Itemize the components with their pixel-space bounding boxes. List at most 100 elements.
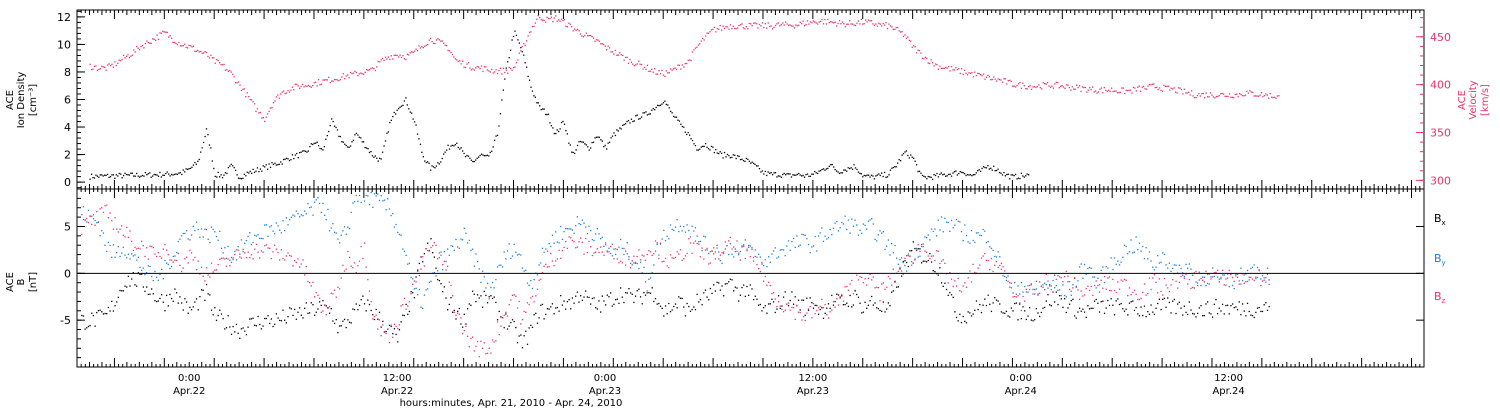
data-point (194, 256, 196, 259)
data-point (832, 301, 835, 303)
data-point (686, 302, 688, 305)
data-point (606, 251, 608, 253)
data-point (227, 258, 229, 260)
data-point (315, 311, 317, 313)
data-point (1093, 276, 1096, 278)
data-point (1165, 264, 1167, 266)
data-point (1249, 90, 1251, 92)
data-point (94, 219, 96, 222)
data-point (636, 290, 638, 292)
data-point (167, 254, 169, 256)
data-point (659, 104, 662, 106)
data-point (922, 260, 924, 262)
data-point (131, 240, 133, 243)
data-point (1010, 174, 1012, 176)
data-point (779, 25, 781, 27)
data-point (989, 268, 991, 271)
data-point (459, 60, 461, 62)
data-point (1183, 275, 1185, 278)
data-point (1063, 275, 1066, 278)
data-point (614, 248, 617, 250)
data-point (1177, 303, 1179, 305)
data-point (377, 60, 379, 63)
data-point (656, 242, 658, 244)
data-point (576, 216, 579, 218)
data-point (184, 43, 186, 45)
data-point (384, 56, 387, 58)
data-point (378, 311, 381, 313)
data-point (157, 279, 159, 281)
data-point (962, 172, 964, 174)
data-point (591, 141, 593, 144)
data-point (939, 173, 941, 175)
data-point (507, 61, 509, 63)
data-point (686, 62, 688, 65)
data-point (127, 275, 130, 278)
data-point (288, 91, 291, 93)
data-point (463, 66, 465, 68)
data-point (907, 255, 909, 257)
data-point (418, 138, 420, 140)
data-point (328, 230, 331, 232)
data-point (310, 285, 312, 287)
data-point (713, 151, 716, 154)
data-point (114, 256, 116, 258)
data-point (876, 307, 878, 309)
data-point (892, 268, 894, 270)
data-point (422, 46, 424, 49)
data-point (947, 282, 949, 284)
data-point (295, 261, 297, 264)
data-point (351, 141, 353, 143)
data-point (511, 319, 514, 321)
data-point (819, 308, 821, 311)
data-point (884, 288, 886, 290)
data-point (500, 264, 502, 266)
data-point (403, 314, 406, 317)
data-point (805, 24, 807, 26)
data-point (1118, 92, 1120, 94)
data-point (152, 175, 154, 177)
data-point (188, 44, 190, 47)
data-point (312, 143, 314, 146)
data-point (435, 267, 437, 269)
data-point (120, 60, 122, 62)
data-point (596, 308, 598, 310)
data-point (860, 173, 862, 175)
data-point (1029, 307, 1031, 309)
data-point (312, 84, 314, 87)
data-point (82, 205, 85, 208)
data-point (992, 302, 994, 304)
data-point (182, 169, 184, 171)
data-point (397, 341, 399, 343)
data-point (496, 72, 499, 75)
data-point (792, 237, 795, 240)
data-point (344, 77, 346, 80)
data-point (510, 299, 512, 301)
data-point (829, 311, 831, 313)
data-point (614, 299, 617, 301)
data-point (590, 34, 592, 37)
data-point (261, 170, 263, 172)
data-point (738, 24, 740, 27)
data-point (448, 50, 451, 52)
data-point (595, 307, 597, 309)
data-point (897, 263, 899, 265)
data-point (104, 312, 106, 315)
data-point (363, 303, 366, 305)
data-point (619, 238, 622, 241)
data-point (759, 270, 761, 273)
data-point (669, 224, 672, 226)
data-point (445, 149, 448, 151)
data-point (1026, 88, 1028, 90)
data-point (403, 100, 406, 102)
data-point (827, 236, 830, 239)
data-point (1062, 306, 1064, 308)
data-point (550, 306, 552, 308)
data-point (812, 302, 815, 305)
data-point (335, 78, 337, 81)
data-point (876, 25, 878, 27)
data-point (277, 164, 279, 166)
data-point (1243, 95, 1245, 97)
data-point (847, 167, 849, 169)
data-point (393, 323, 396, 325)
